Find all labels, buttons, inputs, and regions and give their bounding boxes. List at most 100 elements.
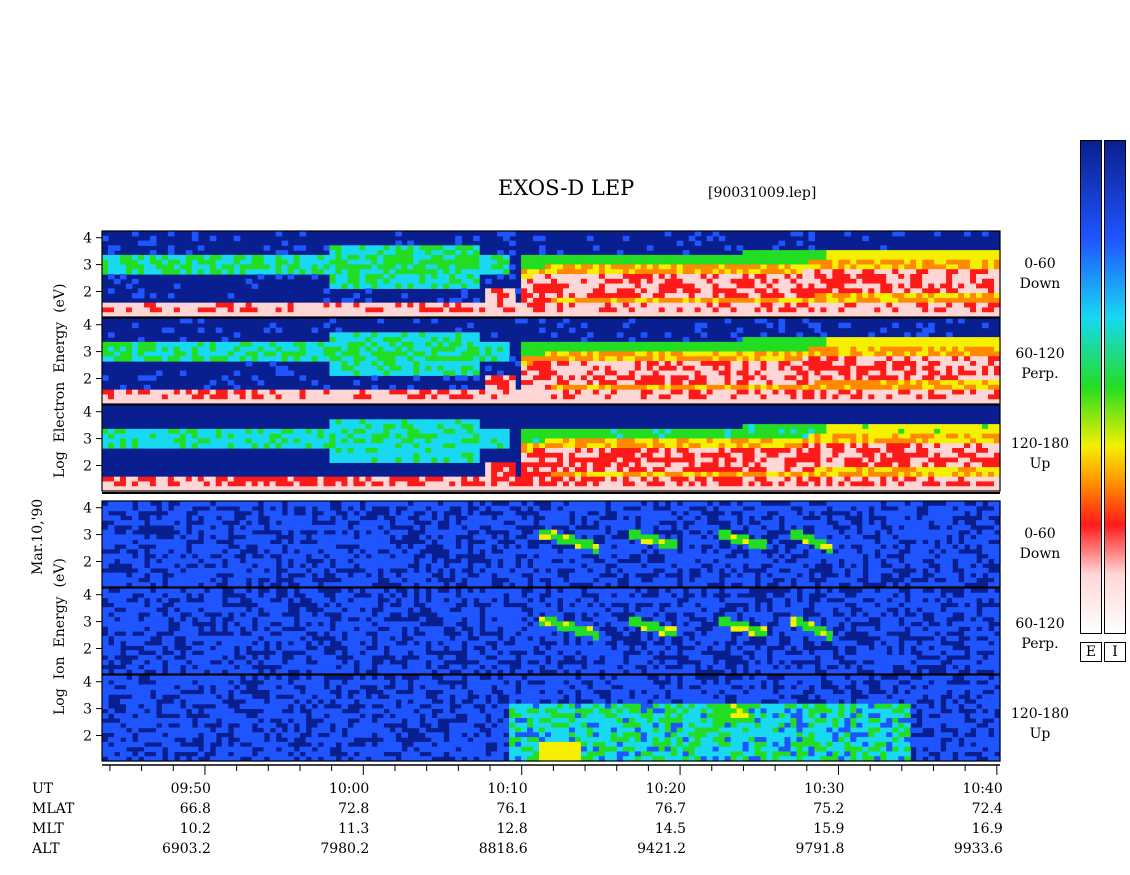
cell <box>227 433 235 440</box>
cell <box>736 448 744 454</box>
cell <box>311 481 319 487</box>
cell <box>754 457 762 463</box>
cell <box>395 264 402 270</box>
cell <box>401 443 408 449</box>
cell <box>688 370 696 376</box>
cell <box>107 481 115 487</box>
cell <box>982 231 989 237</box>
cell <box>425 307 432 313</box>
cell <box>862 307 869 313</box>
cell <box>844 307 851 313</box>
cell <box>203 269 211 275</box>
cell <box>383 245 390 251</box>
cell <box>161 394 169 400</box>
cell <box>245 278 253 285</box>
cell <box>556 457 564 463</box>
cell <box>610 443 618 449</box>
cell <box>892 231 899 237</box>
cell <box>407 351 414 357</box>
cell <box>958 384 965 391</box>
cell <box>257 312 265 318</box>
cell <box>401 389 408 396</box>
cell <box>185 318 193 324</box>
cell <box>521 312 528 318</box>
cell <box>383 438 390 444</box>
cell <box>862 389 869 396</box>
cell <box>413 361 420 367</box>
cell <box>748 288 756 294</box>
cell <box>640 302 648 309</box>
cell <box>551 312 558 318</box>
cell <box>838 433 845 440</box>
cell <box>203 356 211 362</box>
cell <box>724 346 732 353</box>
cell <box>341 438 349 444</box>
cell <box>778 346 786 353</box>
cell <box>353 380 361 386</box>
cell <box>329 274 337 280</box>
cell <box>257 356 265 362</box>
cell <box>574 384 582 391</box>
cell <box>664 346 672 353</box>
cell <box>616 312 624 318</box>
cell <box>658 462 666 468</box>
cell <box>724 274 732 280</box>
cell <box>622 476 630 483</box>
cell <box>401 346 408 353</box>
cell <box>592 471 600 478</box>
cell <box>389 356 396 362</box>
cell <box>994 356 1001 362</box>
cell <box>838 424 845 430</box>
cell <box>574 486 582 492</box>
cell <box>461 337 468 343</box>
cell <box>167 481 175 487</box>
cell <box>407 337 414 343</box>
cell <box>449 346 456 353</box>
cell <box>814 264 821 270</box>
cell <box>155 307 163 313</box>
cell <box>598 457 606 463</box>
cell <box>718 457 726 463</box>
cell <box>730 399 738 405</box>
cell <box>359 341 367 348</box>
cell <box>712 389 720 396</box>
cell <box>622 452 630 459</box>
cell <box>533 341 540 348</box>
cell <box>952 394 959 400</box>
cell <box>539 394 546 400</box>
cell <box>299 254 307 261</box>
cell <box>353 293 361 299</box>
cell <box>437 424 444 430</box>
cell <box>802 481 810 487</box>
cell <box>832 312 839 318</box>
cell <box>545 341 552 348</box>
cell <box>389 337 396 343</box>
cell <box>383 250 390 256</box>
cell <box>281 346 289 353</box>
cell <box>437 346 444 353</box>
cell <box>922 337 929 343</box>
cell <box>467 250 474 256</box>
cell <box>898 361 905 367</box>
cell <box>437 337 444 343</box>
cell <box>539 365 546 372</box>
cell <box>886 370 893 376</box>
cell <box>742 370 750 376</box>
cell <box>628 297 636 304</box>
cell <box>616 274 624 280</box>
cell <box>688 394 696 400</box>
cell <box>598 467 606 473</box>
cell <box>449 457 456 463</box>
cell <box>910 341 917 348</box>
cell <box>568 269 576 275</box>
cell <box>353 389 361 396</box>
cell <box>796 481 804 487</box>
cell <box>179 312 187 318</box>
cell <box>676 399 684 405</box>
cell <box>850 370 857 376</box>
cell <box>167 250 175 256</box>
cell <box>670 462 678 468</box>
cell <box>694 293 702 299</box>
cell <box>551 283 558 289</box>
